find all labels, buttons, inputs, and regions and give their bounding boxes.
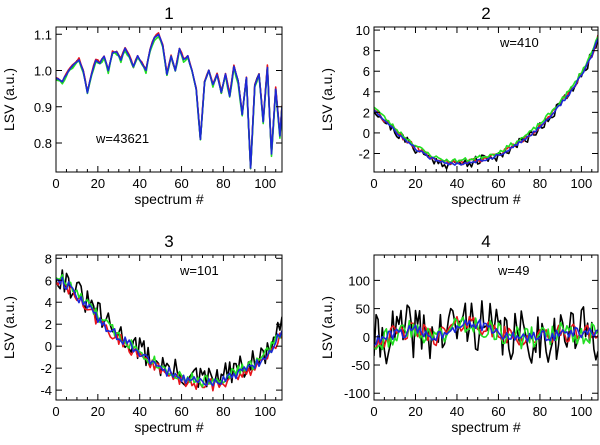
series-blue [374, 38, 598, 166]
y-tick-label: 4 [363, 85, 370, 100]
panel-3: 0 20 40 60 80 100 -4 -2 0 2 4 6 8 3 spectrum # LSV (a.u… [1, 232, 283, 435]
x-axis-label: spectrum # [451, 419, 520, 435]
x-tick-label: 100 [571, 176, 593, 191]
series-group [374, 34, 598, 170]
y-axis-label: LSV (a.u.) [319, 296, 335, 359]
y-tick-label: 8 [363, 44, 370, 59]
y-tick-label: 0 [363, 126, 370, 141]
x-tick-label: 80 [533, 404, 547, 419]
series-green [374, 316, 598, 351]
weight-annotation: w=49 [497, 263, 529, 278]
y-tick-label: 1.0 [34, 64, 52, 79]
x-tick-label: 20 [91, 176, 105, 191]
series-black [374, 35, 598, 170]
x-tick-label: 60 [174, 176, 188, 191]
x-tick-label: 40 [450, 176, 464, 191]
series-green [374, 36, 598, 164]
x-tick-label: 0 [52, 404, 59, 419]
x-tick-label: 0 [52, 176, 59, 191]
panel-4: 0 20 40 60 80 100 -100 -50 0 50 100 4 spectrum # LSV … [319, 232, 599, 435]
x-tick-label: 60 [491, 404, 505, 419]
panel-1: 0 20 40 60 80 100 0.8 0.9 1.0 1.1 1 spectrum # LSV (… [1, 4, 283, 207]
y-tick-label: -50 [351, 358, 370, 373]
x-tick-label: 100 [571, 404, 593, 419]
y-tick-label: -4 [40, 383, 52, 398]
y-tick-label: 1.1 [34, 27, 52, 42]
x-tick-label: 100 [254, 176, 276, 191]
y-tick-label: 6 [45, 273, 52, 288]
series-blue [56, 33, 282, 169]
plot-frame [55, 254, 283, 401]
y-tick-label: 0.8 [34, 136, 52, 151]
x-tick-label: 0 [370, 404, 377, 419]
y-tick-label: 0.9 [34, 100, 52, 115]
y-axis-label: LSV (a.u.) [1, 68, 17, 131]
y-axis-label: LSV (a.u.) [1, 296, 17, 359]
x-tick-label: 40 [450, 404, 464, 419]
series-green [56, 273, 282, 388]
x-tick-label: 80 [216, 176, 230, 191]
series-group [56, 32, 282, 170]
weight-annotation: w=101 [179, 263, 219, 278]
x-tick-label: 0 [370, 176, 377, 191]
panel-title: 3 [164, 232, 173, 251]
y-tick-label: 2 [45, 317, 52, 332]
series-group [374, 300, 598, 365]
y-tick-label: -2 [40, 361, 52, 376]
series-red [374, 315, 598, 350]
series-black [56, 269, 282, 389]
x-tick-label: 20 [408, 176, 422, 191]
panel-title: 2 [481, 4, 490, 23]
x-axis-label: spectrum # [134, 419, 203, 435]
y-tick-label: 6 [363, 64, 370, 79]
plot-frame [55, 26, 283, 173]
x-tick-label: 100 [254, 404, 276, 419]
weight-annotation: w=410 [499, 35, 539, 50]
x-tick-label: 40 [132, 404, 146, 419]
x-axis-label: spectrum # [451, 191, 520, 207]
y-tick-label: 0 [45, 339, 52, 354]
x-tick-label: 80 [216, 404, 230, 419]
y-tick-label: -100 [344, 386, 370, 401]
x-tick-label: 60 [491, 176, 505, 191]
x-tick-label: 20 [91, 404, 105, 419]
y-tick-label: 2 [363, 105, 370, 120]
y-tick-label: 8 [45, 251, 52, 266]
series-blue [374, 318, 598, 346]
x-tick-label: 80 [533, 176, 547, 191]
plot-frame [373, 254, 599, 401]
y-tick-label: 4 [45, 295, 52, 310]
panel-title: 4 [481, 232, 490, 251]
series-group [56, 269, 282, 392]
plot-frame [373, 26, 599, 173]
weight-annotation: w=43621 [95, 131, 149, 146]
x-axis-label: spectrum # [134, 191, 203, 207]
series-blue [56, 276, 282, 387]
x-tick-label: 60 [174, 404, 188, 419]
y-axis-label: LSV (a.u.) [319, 68, 335, 131]
y-tick-label: 50 [356, 302, 370, 317]
x-tick-label: 40 [132, 176, 146, 191]
y-tick-label: 0 [363, 330, 370, 345]
y-tick-label: -2 [358, 146, 370, 161]
y-tick-label: 10 [356, 23, 370, 38]
y-tick-label: 100 [348, 273, 370, 288]
x-tick-label: 20 [408, 404, 422, 419]
panel-title: 1 [164, 4, 173, 23]
